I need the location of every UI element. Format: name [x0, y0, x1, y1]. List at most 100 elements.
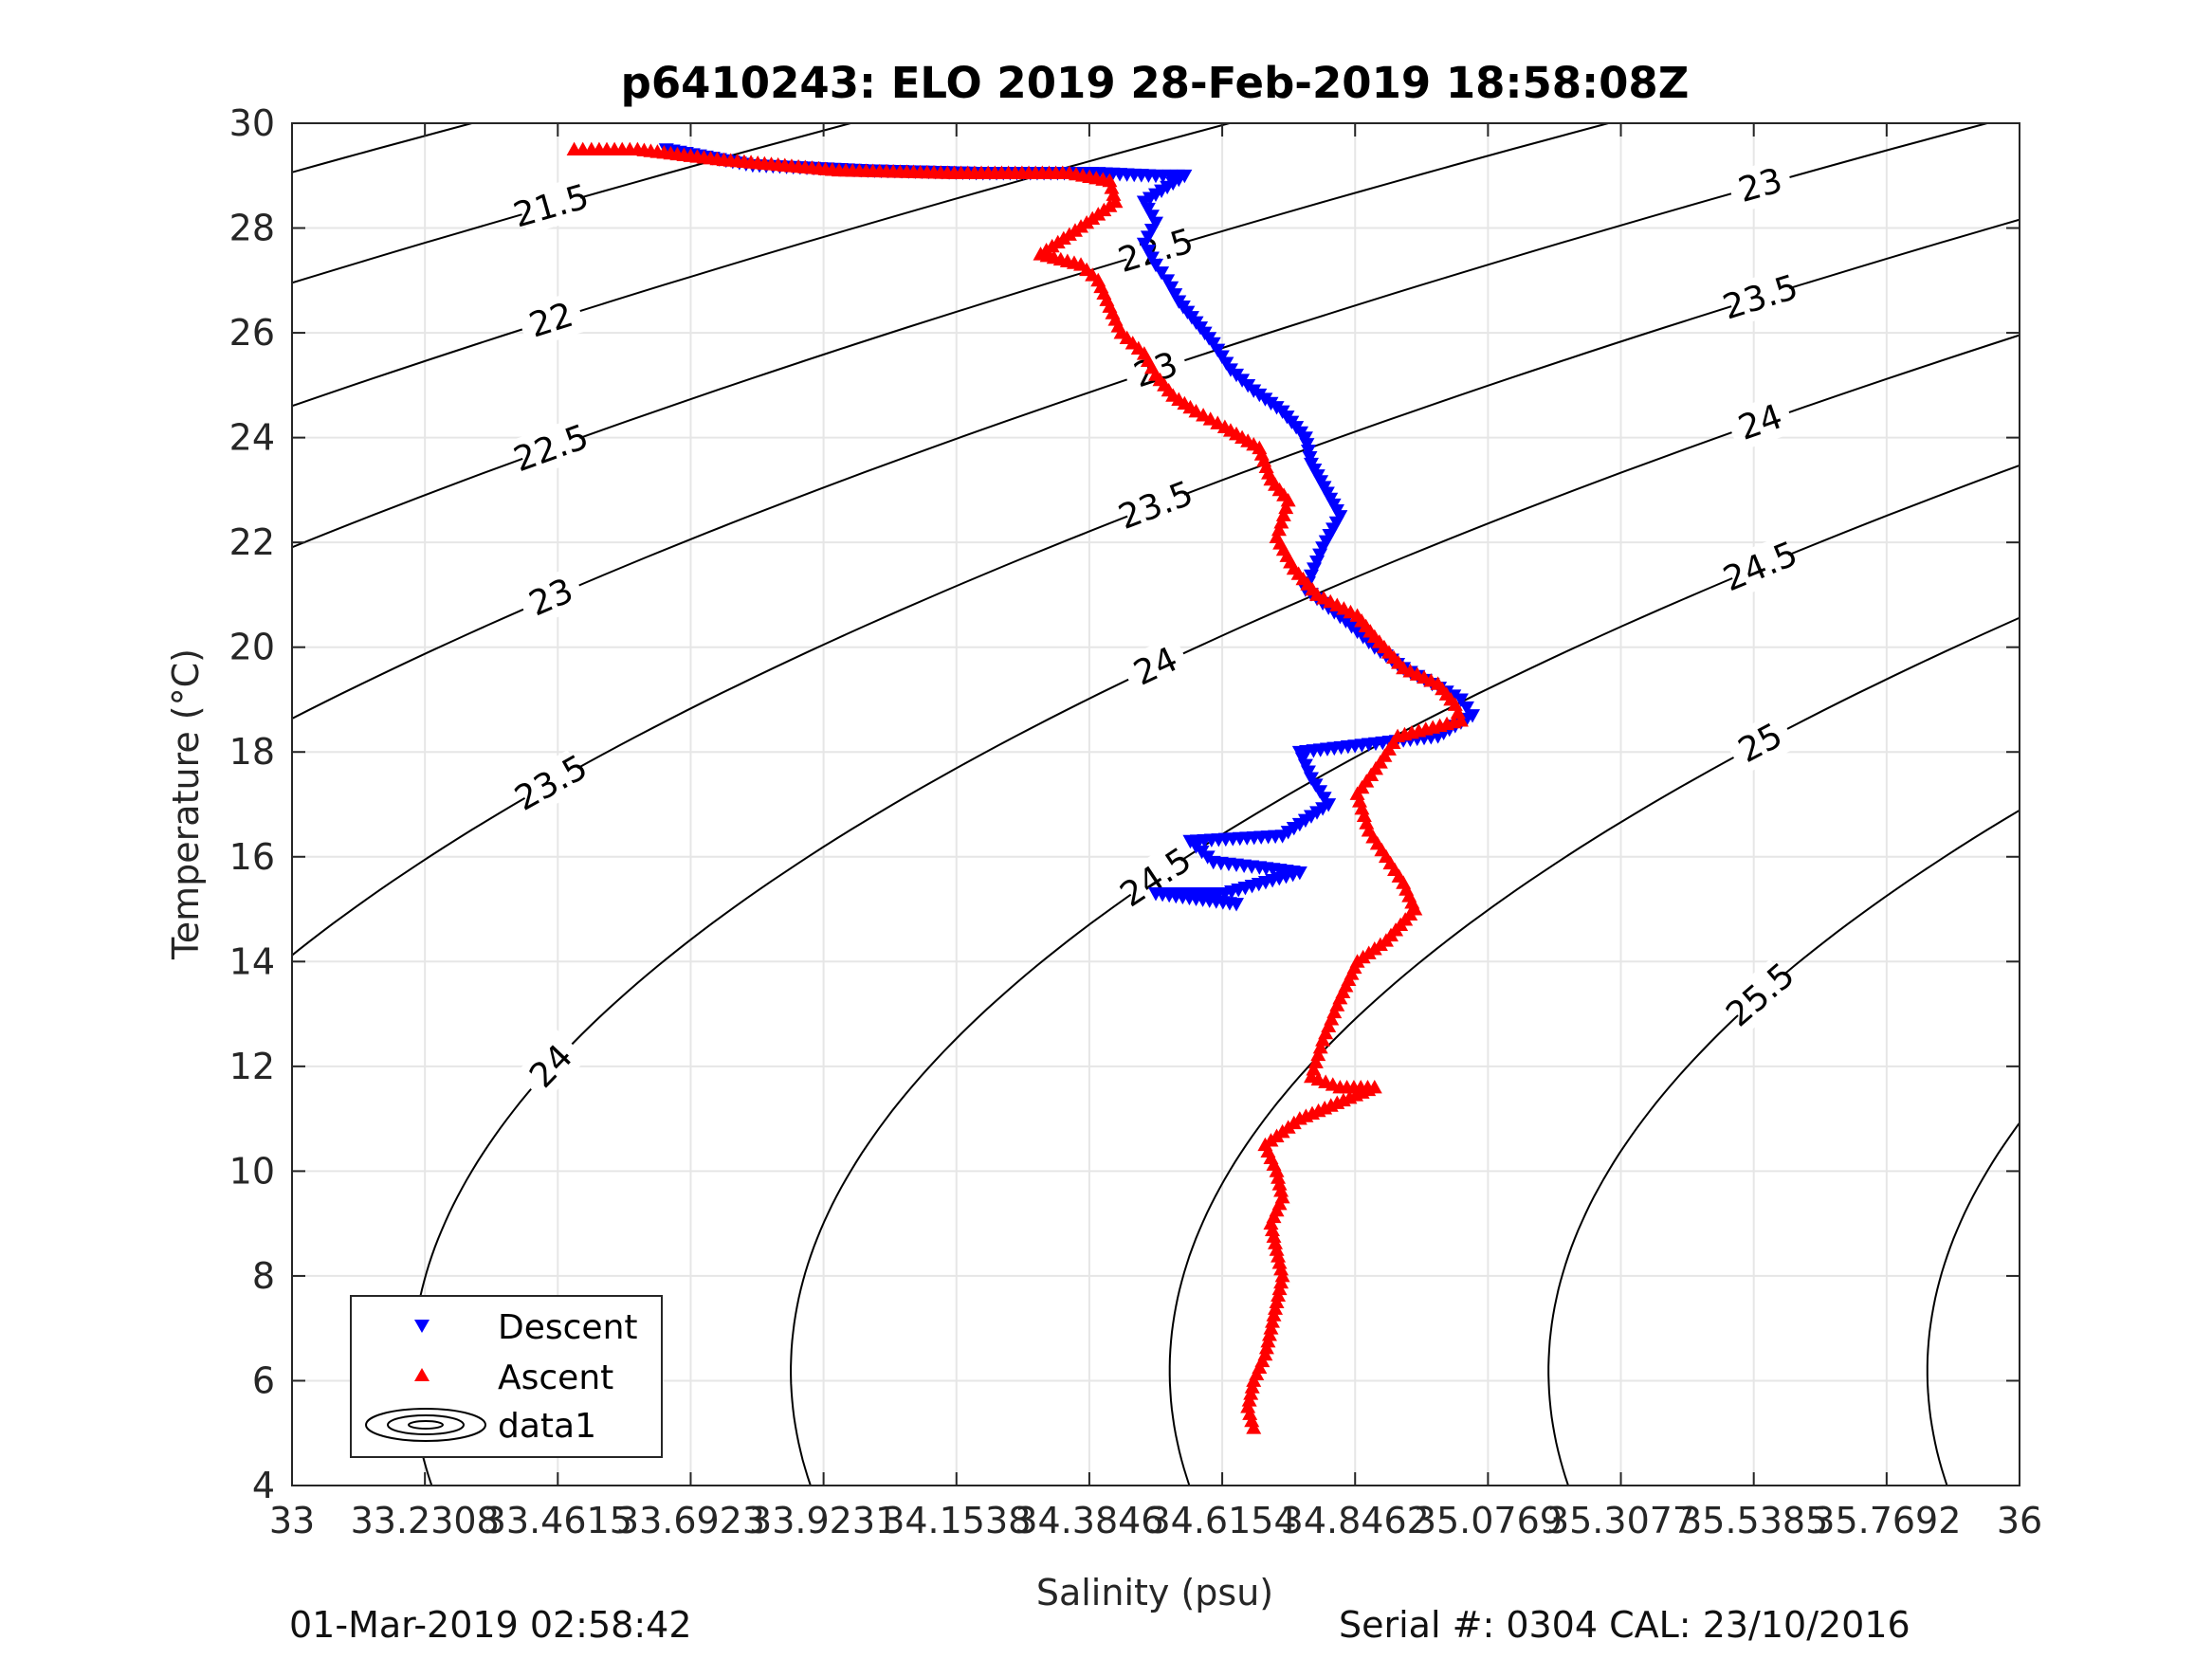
data-point-descent [1307, 562, 1323, 576]
y-tick-label: 30 [229, 102, 275, 144]
data-point-ascent [1261, 1327, 1277, 1341]
data-point-ascent [1243, 1386, 1259, 1400]
x-tick-label: 33.9231 [749, 1500, 898, 1541]
data-point-ascent [1246, 1373, 1262, 1387]
data-point-descent [1140, 245, 1156, 259]
y-tick-label: 12 [229, 1046, 275, 1087]
data-point-ascent [1241, 1393, 1257, 1407]
isopycnal-label-bg [515, 418, 587, 479]
data-point-ascent [1268, 1235, 1284, 1249]
x-tick-label: 33.6923 [616, 1500, 765, 1541]
data-point-ascent [1269, 1294, 1285, 1308]
data-point-ascent [1264, 1314, 1280, 1328]
y-tick-label: 26 [229, 312, 275, 354]
data-point-ascent [1242, 1406, 1258, 1420]
data-point-ascent [1240, 1399, 1256, 1413]
data-point-ascent [1273, 1262, 1289, 1276]
data-point-ascent [1104, 180, 1120, 194]
isopycnal-label-bg [515, 566, 588, 629]
x-tick-label: 33 [269, 1500, 315, 1541]
data-point-descent [1136, 195, 1152, 210]
plot-axes-box [291, 122, 2020, 1486]
x-tick-label: 36 [1997, 1500, 2042, 1541]
data-point-ascent [1271, 1287, 1287, 1303]
legend: Descent Ascent data1 [350, 1295, 663, 1458]
isopycnal-label-bg [516, 177, 587, 235]
data-point-ascent [1246, 1420, 1262, 1434]
data-point-descent [1465, 709, 1481, 723]
y-tick-label: 16 [229, 836, 275, 878]
data-series [566, 141, 1481, 1434]
footer-serial-calibration: Serial #: 0304 CAL: 23/10/2016 [1339, 1604, 1910, 1646]
data-point-ascent [1273, 1183, 1289, 1197]
x-tick-label: 35.5385 [1679, 1500, 1828, 1541]
data-point-descent [1453, 693, 1469, 707]
isopycnal-label-bg [515, 1030, 588, 1103]
data-point-ascent [1268, 1301, 1284, 1315]
isopycnal-label-bg [1119, 634, 1193, 699]
x-tick-label: 34.1538 [882, 1500, 1031, 1541]
data-point-ascent [1106, 187, 1122, 201]
data-point-descent [1163, 281, 1179, 296]
isopycnal-label-bg [1120, 475, 1192, 537]
data-point-ascent [1266, 1229, 1282, 1243]
isopycnal-line [292, 218, 2020, 957]
data-point-descent [1143, 251, 1160, 265]
isopycnal-labels: 21.52222.522.523232323.523.523.524242424… [509, 156, 1803, 1103]
y-tick-label: 24 [229, 417, 275, 459]
isopycnal-line [1547, 809, 2020, 1486]
legend-descent-marker [414, 1320, 430, 1333]
isopycnal-line [292, 123, 1230, 408]
y-tick-label: 8 [252, 1255, 275, 1297]
data-point-descent [1309, 556, 1325, 570]
data-point-ascent [1244, 1413, 1260, 1428]
x-tick-label: 34.8462 [1281, 1500, 1430, 1541]
isopycnal-label-bg [514, 750, 588, 816]
x-tick-label: 35.3077 [1546, 1500, 1695, 1541]
data-point-ascent [1244, 1379, 1260, 1394]
series-ascent [566, 141, 1469, 1434]
x-tick-label: 33.2308 [351, 1500, 500, 1541]
isopycnal-label-bg [1725, 392, 1797, 452]
legend-ascent-marker [414, 1368, 430, 1381]
isopycnal-line [790, 464, 2020, 1486]
footer-timestamp: 01-Mar-2019 02:58:42 [289, 1604, 692, 1646]
y-tick-label: 14 [229, 940, 275, 982]
isopycnal-label-bg [1724, 710, 1798, 776]
data-point-ascent [1271, 1281, 1288, 1296]
data-point-descent [1143, 223, 1160, 238]
legend-contour-icon [365, 1408, 486, 1442]
data-point-ascent [1263, 1321, 1279, 1335]
x-axis-label: Salinity (psu) [1036, 1572, 1273, 1613]
isopycnal-label-bg [1119, 843, 1193, 912]
data-point-descent [1167, 288, 1183, 302]
isopycnal-label-bg [1724, 536, 1797, 598]
isopycnal-label-bg [516, 291, 587, 350]
legend-box [350, 1295, 663, 1458]
data-point-ascent [1260, 1334, 1276, 1348]
data-point-ascent [1269, 1163, 1285, 1177]
data-point-ascent [1271, 1249, 1287, 1263]
data-point-ascent [1102, 173, 1118, 188]
data-point-descent [1140, 230, 1156, 245]
data-point-ascent [1266, 1307, 1282, 1322]
isopycnal-label-bg [1724, 958, 1798, 1030]
data-point-ascent [1263, 1215, 1279, 1231]
data-point-descent [1458, 701, 1474, 716]
isopycnal-line [1168, 616, 2020, 1486]
isopycnal-label-bg [1121, 222, 1191, 280]
data-point-ascent [1269, 1242, 1285, 1256]
isopycnal-line [411, 334, 2020, 1486]
data-point-descent [1154, 266, 1170, 281]
data-point-descent [1148, 258, 1163, 273]
y-axis-label: Temperature (°C) [165, 648, 207, 960]
data-point-descent [1303, 569, 1319, 584]
x-tick-label: 33.4615 [484, 1500, 632, 1541]
y-tick-label: 20 [229, 627, 275, 668]
y-tick-label: 22 [229, 521, 275, 563]
data-point-ascent [1271, 1170, 1287, 1184]
data-point-ascent [1271, 1255, 1288, 1269]
